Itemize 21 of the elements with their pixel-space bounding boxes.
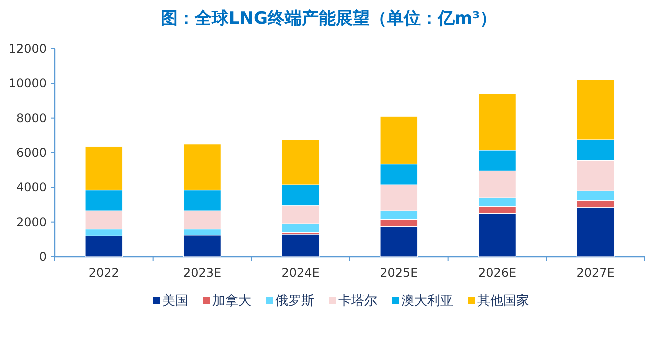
- legend-label: 加拿大: [212, 294, 252, 309]
- legend-label: 澳大利亚: [402, 294, 454, 309]
- y-tick-label: 4000: [16, 180, 47, 195]
- y-tick-label: 0: [39, 250, 47, 264]
- y-tick-label: 6000: [16, 146, 47, 160]
- x-tick-label: 2024E: [282, 266, 320, 280]
- legend-label: 其他国家: [478, 293, 530, 309]
- x-tick-label: 2023E: [183, 266, 222, 280]
- y-tick-label: 2000: [16, 215, 47, 230]
- chart-title: 图：全球LNG终端产能展望（单位：亿m³）: [160, 9, 498, 29]
- legend-label: 卡塔尔: [338, 294, 378, 309]
- x-tick-label: 2025E: [380, 266, 418, 280]
- x-tick-label: 2026E: [478, 266, 517, 280]
- x-tick-label: 2022: [88, 266, 120, 280]
- legend-label: 俄罗斯: [276, 294, 314, 309]
- x-tick-label: 2027E: [576, 266, 615, 280]
- legend-label: 美国: [162, 293, 188, 309]
- y-tick-label: 12000: [8, 42, 47, 56]
- y-tick-label: 10000: [8, 76, 47, 91]
- bar: [282, 234, 320, 258]
- y-tick-label: 8000: [16, 111, 47, 126]
